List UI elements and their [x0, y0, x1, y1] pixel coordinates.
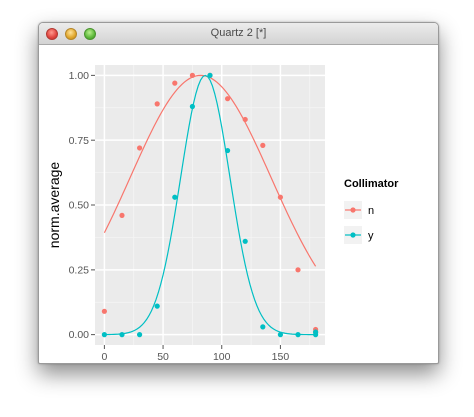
data-point-y [136, 332, 143, 338]
data-point-y [242, 238, 248, 244]
y-tick-label: 0.00 [69, 329, 90, 341]
data-point-y [313, 329, 319, 335]
y-tick-label: 0.25 [69, 264, 90, 276]
data-point-y [154, 303, 160, 309]
data-point-y [101, 332, 107, 338]
close-window-button[interactable] [46, 28, 58, 40]
data-point-n [154, 101, 160, 107]
data-point-n [242, 116, 248, 123]
y-tick-label: 0.75 [69, 135, 90, 147]
data-point-y [172, 194, 178, 200]
quartz-window: Quartz 2 [*] 0 50 100 150 0.00 0.25 0.50 0.75 1… [38, 22, 439, 364]
window-title: Quartz 2 [*] [210, 27, 267, 39]
x-tick-label: 150 [272, 351, 290, 363]
data-point-n [136, 145, 143, 151]
data-point-n [295, 267, 301, 273]
x-tick-label: 0 [101, 351, 107, 363]
data-point-y [189, 103, 195, 110]
legend: Collimator n y [344, 178, 399, 244]
data-point-n [225, 96, 231, 102]
y-tick-label: 0.50 [69, 200, 90, 212]
data-point-n [277, 194, 284, 200]
legend-key-point [350, 232, 356, 238]
y-tick-label: 1.00 [69, 70, 90, 82]
legend-title: Collimator [344, 178, 399, 190]
legend-label: n [368, 205, 374, 217]
y-axis-ticks: 0.00 0.25 0.50 0.75 1.00 [69, 70, 95, 341]
data-point-y [225, 147, 231, 154]
data-point-y [207, 72, 213, 78]
data-point-y [260, 324, 266, 330]
grid-major [95, 65, 325, 345]
legend-key-point [350, 207, 356, 213]
minimize-window-button[interactable] [65, 28, 77, 40]
data-points [101, 72, 319, 338]
data-point-n [260, 142, 266, 148]
legend-label: y [368, 230, 374, 242]
y-axis-label: norm.average [46, 162, 62, 249]
x-axis-ticks: 0 50 100 150 [101, 345, 289, 363]
x-tick-label: 100 [213, 351, 231, 363]
data-point-y [277, 332, 284, 338]
data-point-n [101, 308, 107, 314]
data-point-n [172, 80, 178, 86]
data-point-y [119, 332, 125, 338]
x-tick-label: 50 [157, 351, 169, 363]
data-point-n [119, 212, 125, 218]
zoom-window-button[interactable] [84, 28, 96, 40]
window-titlebar[interactable]: Quartz 2 [*] [39, 23, 438, 45]
data-point-n [189, 72, 195, 78]
data-point-y [295, 332, 301, 338]
